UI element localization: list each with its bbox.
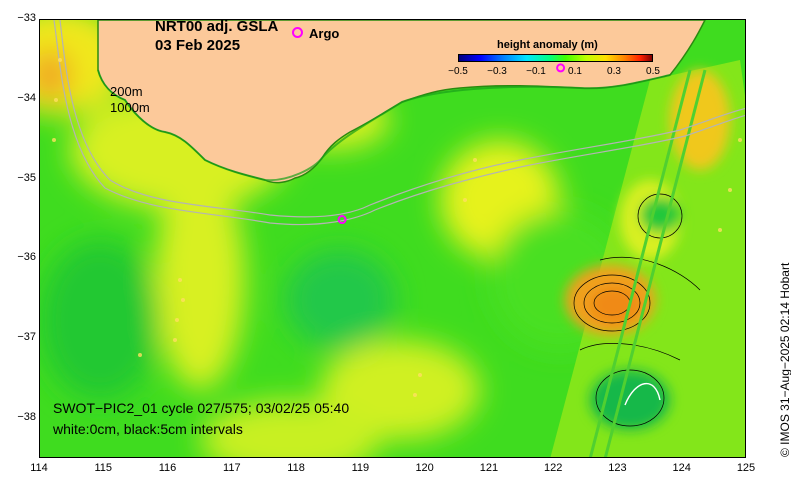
colorbar-tick-label: 0.5 [646, 66, 660, 77]
swot-caption: SWOT−PIC2_01 cycle 027/575; 03/02/25 05:… [53, 400, 350, 416]
lon-tick-label: 120 [415, 462, 434, 474]
map-title: NRT00 adj. GSLA [155, 18, 279, 35]
lon-tick-label: 123 [608, 462, 627, 474]
lat-tick-label: −35 [17, 171, 36, 184]
lon-tick-label: 124 [672, 462, 691, 474]
lon-tick-label: 117 [223, 462, 241, 474]
colorbar-tick-label: −0.1 [526, 66, 546, 77]
argo-legend-label: Argo [309, 26, 340, 41]
colorbar-tick-label: 0.3 [607, 66, 621, 77]
lon-tick-label: 122 [543, 462, 563, 474]
contour-caption: white:0cm, black:5cm intervals [53, 421, 243, 437]
isobaths [53, 20, 745, 226]
argo-float-marker [556, 63, 566, 73]
isobath-label-1000m: 1000m [110, 100, 150, 115]
sla-map [40, 20, 745, 457]
colorbar-tick-label: −0.5 [448, 66, 468, 77]
lat-tick-label: −33 [17, 12, 36, 24]
lon-tick-label: 118 [287, 462, 305, 474]
altimeter-points [52, 58, 742, 397]
argo-markers [337, 63, 566, 225]
swot-swath [550, 60, 745, 457]
lon-tick-label: 121 [479, 462, 499, 474]
lat-tick-label: −37 [17, 331, 36, 344]
lon-tick-label: 119 [351, 462, 370, 474]
lon-tick-label: 125 [736, 462, 756, 474]
isobath-label-200m: 200m [110, 84, 143, 99]
credit-text: © IMOS 31−Aug−2025 02:14 Hobart [778, 262, 791, 457]
lon-tick-label: 116 [158, 462, 177, 474]
argo-float-marker [337, 215, 347, 225]
lon-tick-label: 115 [94, 462, 113, 474]
lat-tick-label: −34 [17, 91, 36, 104]
map-date: 03 Feb 2025 [155, 37, 241, 54]
lat-tick-label: −36 [17, 251, 36, 264]
colorbar-title: height anomaly (m) [497, 39, 598, 51]
colorbar-tick-label: −0.3 [487, 66, 507, 77]
map-frame [39, 19, 746, 458]
argo-legend: Argo [292, 26, 339, 41]
lon-tick-label: 114 [30, 462, 48, 474]
colorbar-tick-label: 0.1 [568, 66, 582, 77]
colorbar [458, 54, 653, 62]
argo-ring-icon [292, 27, 303, 38]
lat-tick-label: −38 [17, 411, 36, 424]
